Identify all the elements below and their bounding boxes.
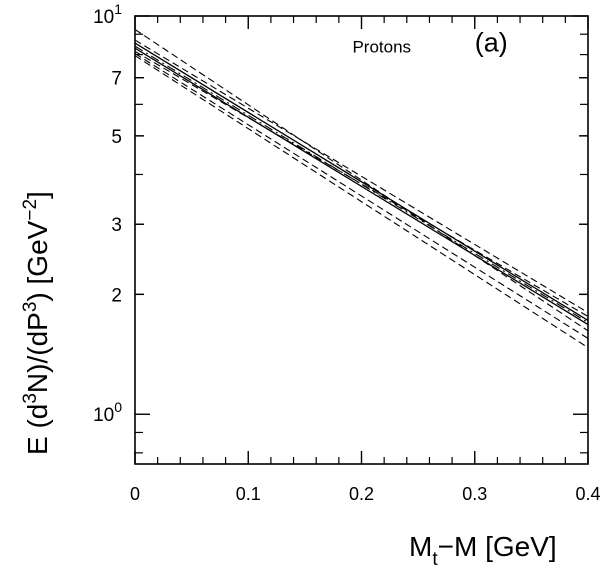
x-axis-label-subscript: t xyxy=(432,549,438,570)
x-tick-label: 0.3 xyxy=(462,484,487,504)
y-axis-label-e: E (d xyxy=(22,404,53,455)
y-tick-label: 5 xyxy=(111,127,122,148)
y-axis-label-sup1: 3 xyxy=(20,393,41,404)
x-tick-label: 0 xyxy=(130,484,140,504)
series-line-2 xyxy=(134,47,589,326)
y-tick-label: 3 xyxy=(111,215,122,236)
series-line-4 xyxy=(134,39,589,314)
x-axis-label: Mt−M [GeV] xyxy=(409,531,557,570)
series-line-5 xyxy=(134,50,589,317)
y-axis-label: E (d3N)/(dP3) [GeV−2] xyxy=(20,191,53,455)
y-axis-label-close: ) [GeV xyxy=(22,220,53,301)
x-axis-label-rest: −M [GeV] xyxy=(438,531,557,562)
y-axis-label-sup3: −2 xyxy=(20,199,41,221)
axis-ticks xyxy=(134,15,589,464)
annotation-label: Protons xyxy=(352,37,411,56)
y-axis-label-end: ] xyxy=(22,191,53,199)
x-tick-label: 0.2 xyxy=(349,484,374,504)
series-line-8 xyxy=(134,45,589,323)
tick-labels: 0 0.1 0.2 0.3 0.4 101 7 5 3 2 100 xyxy=(93,1,600,504)
y-tick-label: 101 xyxy=(93,1,122,28)
panel-label: (a) xyxy=(475,27,508,57)
series-lines xyxy=(134,29,589,349)
series-line-1 xyxy=(134,42,589,322)
x-axis-label-main: M xyxy=(409,531,432,562)
series-line-6 xyxy=(134,53,589,339)
series-line-3 xyxy=(134,29,589,332)
y-axis-label-n: N)/(dP xyxy=(22,312,53,393)
series-line-7 xyxy=(134,55,589,349)
x-tick-label: 0.4 xyxy=(575,484,600,504)
y-tick-label: 7 xyxy=(111,69,122,90)
y-axis-label-sup2: 3 xyxy=(20,302,41,313)
y-tick-label: 2 xyxy=(111,285,122,306)
x-tick-label: 0.1 xyxy=(236,484,261,504)
plot-frame xyxy=(134,15,589,465)
y-tick-label: 100 xyxy=(93,399,122,426)
